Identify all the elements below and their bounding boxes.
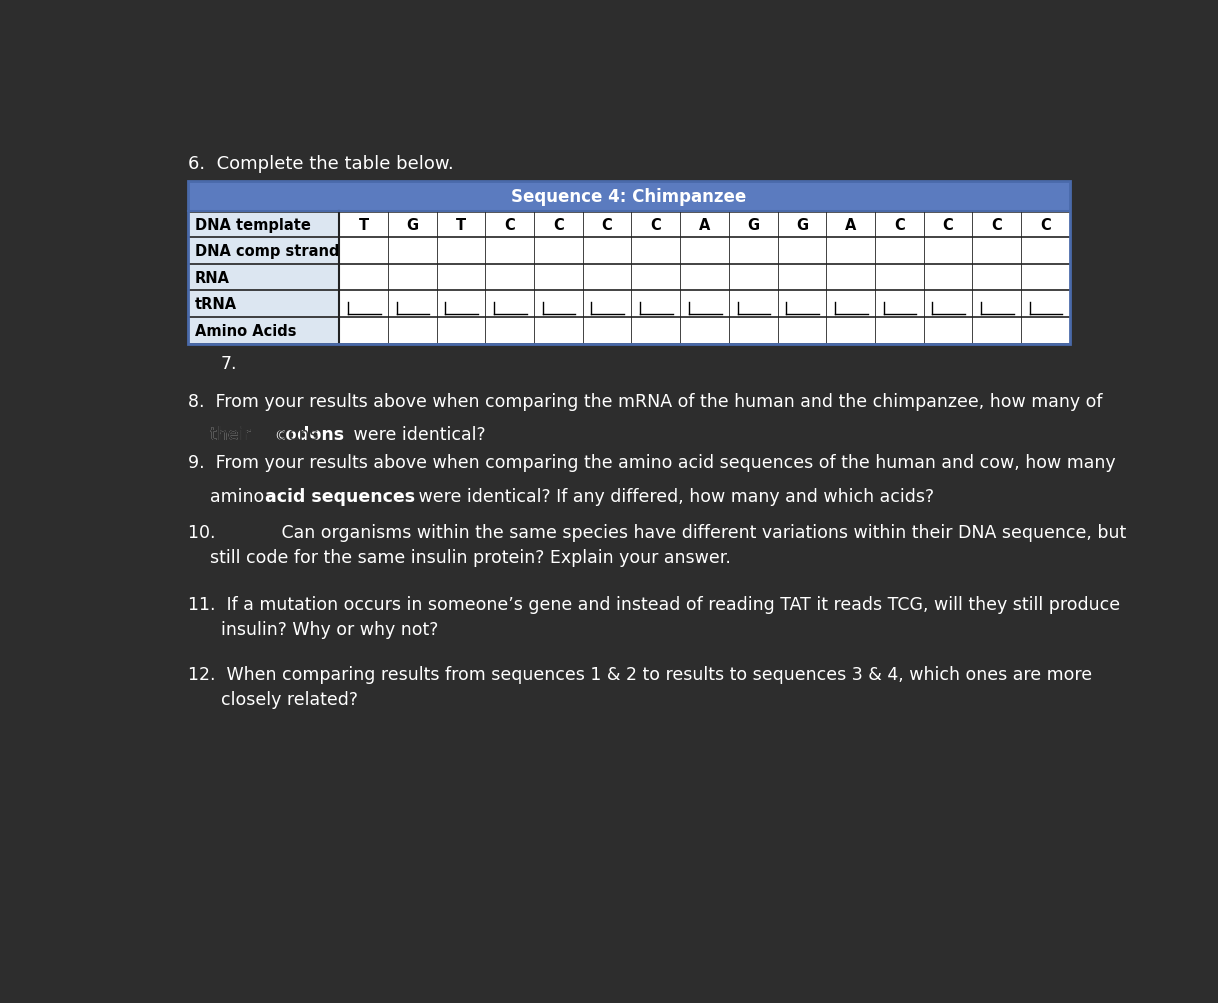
Bar — [339, 318, 1069, 344]
Text: their ​codons were identical?: their ​codons were identical? — [188, 425, 457, 443]
Text: C: C — [504, 218, 515, 233]
Text: acid sequences: acid sequences — [264, 487, 414, 506]
Text: DNA template: DNA template — [195, 218, 311, 233]
Text: 8.  From your results above when comparing the mRNA of the human and the chimpan: 8. From your results above when comparin… — [188, 392, 1102, 410]
Bar — [339, 291, 1069, 318]
Text: G: G — [406, 218, 418, 233]
Text: were identical? If any differed, how many and which acids?: were identical? If any differed, how man… — [413, 487, 934, 506]
Text: DNA comp strand: DNA comp strand — [195, 244, 340, 259]
Bar — [188, 318, 339, 344]
Text: amino: amino — [188, 487, 270, 506]
Text: T: T — [358, 218, 369, 233]
Text: codons: codons — [275, 425, 345, 443]
Bar — [339, 238, 1069, 265]
Text: Amino Acids: Amino Acids — [195, 324, 296, 339]
Text: their codons: their codons — [188, 425, 319, 443]
Text: 11.  If a mutation occurs in someone’s gene and instead of reading TAT it reads : 11. If a mutation occurs in someone’s ge… — [188, 596, 1121, 638]
Text: their: their — [188, 425, 256, 443]
Text: RNA: RNA — [195, 271, 230, 286]
Bar — [339, 265, 1069, 291]
Text: C: C — [894, 218, 905, 233]
Text: C: C — [1040, 218, 1051, 233]
Text: G: G — [795, 218, 808, 233]
Text: Sequence 4: Chimpanzee: Sequence 4: Chimpanzee — [512, 188, 747, 206]
Text: A: A — [845, 218, 856, 233]
Bar — [188, 212, 339, 238]
Text: their codons: their codons — [188, 425, 324, 443]
Text: 7.: 7. — [220, 355, 236, 373]
Bar — [188, 238, 339, 265]
Text: 10.            Can organisms within the same species have different variations w: 10. Can organisms within the same specie… — [188, 524, 1127, 567]
Bar — [188, 265, 339, 291]
Text: C: C — [991, 218, 1002, 233]
Text: C: C — [650, 218, 661, 233]
Bar — [188, 183, 1069, 212]
Text: their: their — [188, 425, 256, 443]
Bar — [339, 212, 1069, 238]
Text: 12.  When comparing results from sequences 1 & 2 to results to sequences 3 & 4, : 12. When comparing results from sequence… — [188, 665, 1093, 708]
Text: C: C — [553, 218, 564, 233]
Text: 6.  Complete the table below.: 6. Complete the table below. — [188, 155, 454, 174]
Text: C: C — [602, 218, 613, 233]
Text: were identical?: were identical? — [348, 425, 486, 443]
Text: 9.  From your results above when comparing the amino acid sequences of the human: 9. From your results above when comparin… — [188, 454, 1116, 472]
Bar — [188, 183, 1069, 344]
Text: G: G — [747, 218, 759, 233]
Bar — [188, 291, 339, 318]
Text: A: A — [699, 218, 710, 233]
Text: T: T — [456, 218, 466, 233]
Text: C: C — [943, 218, 954, 233]
Text: tRNA: tRNA — [195, 297, 236, 312]
